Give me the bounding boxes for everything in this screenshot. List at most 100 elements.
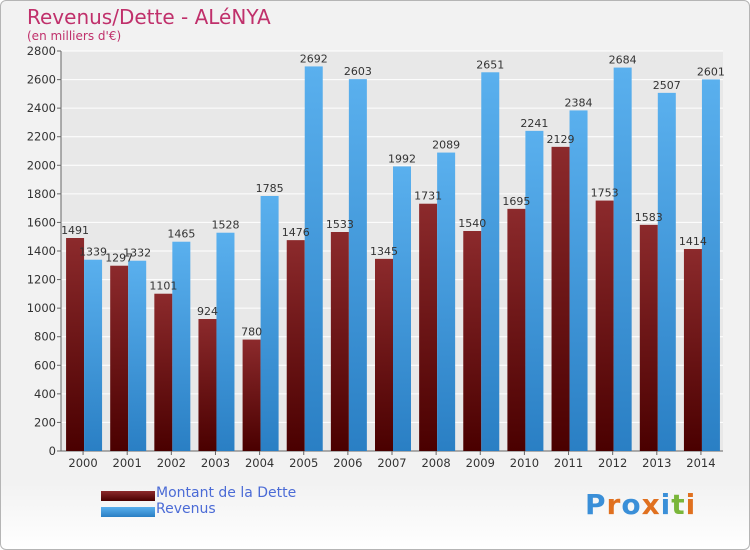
bar-revenus-2005 xyxy=(304,66,323,451)
data-label-debt: 1414 xyxy=(679,235,707,248)
bar-revenus-2008 xyxy=(437,152,456,452)
bar-revenus-2007 xyxy=(393,166,411,451)
bar-debt-2008 xyxy=(419,203,438,451)
x-tick-label: 2008 xyxy=(421,456,450,470)
bar-debt-2005 xyxy=(286,240,305,451)
y-tick-label: 2800 xyxy=(27,44,56,58)
y-tick-label: 2000 xyxy=(27,158,56,172)
data-label-revenus: 1332 xyxy=(123,247,151,260)
y-tick-label: 800 xyxy=(34,330,56,344)
y-tick-label: 0 xyxy=(49,444,56,458)
bar-revenus-2003 xyxy=(216,232,235,451)
legend-label-revenus: Revenus xyxy=(156,501,216,517)
y-tick-label: 600 xyxy=(34,358,56,372)
y-tick-label: 1400 xyxy=(27,244,56,258)
data-label-revenus: 1339 xyxy=(79,246,107,259)
bar-revenus-2006 xyxy=(348,79,367,452)
x-tick-label: 2006 xyxy=(333,456,362,470)
x-tick-label: 2009 xyxy=(466,456,495,470)
data-label-debt: 2129 xyxy=(547,133,575,146)
legend-label-debt: Montant de la Dette xyxy=(156,485,297,501)
bar-debt-2013 xyxy=(639,224,658,451)
data-label-revenus: 2241 xyxy=(520,117,548,130)
y-tick-label: 2600 xyxy=(27,73,56,87)
logo-letter: r xyxy=(606,488,622,521)
logo-letter: i xyxy=(660,488,672,521)
x-tick-label: 2005 xyxy=(289,456,318,470)
data-label-debt: 1491 xyxy=(61,224,89,237)
data-label-revenus: 2651 xyxy=(476,58,504,71)
data-label-revenus: 1992 xyxy=(388,152,416,165)
bar-revenus-2004 xyxy=(260,196,279,451)
data-label-debt: 1297 xyxy=(105,252,133,265)
bar-debt-2000 xyxy=(66,238,85,451)
y-tick-label: 1800 xyxy=(27,187,56,201)
y-tick-label: 1600 xyxy=(27,215,56,229)
x-tick-label: 2012 xyxy=(598,456,627,470)
bar-revenus-2001 xyxy=(128,260,147,451)
logo-letter: t xyxy=(671,488,686,521)
data-label-debt: 1101 xyxy=(149,280,177,293)
data-label-debt: 1695 xyxy=(502,195,530,208)
bar-revenus-2010 xyxy=(525,130,544,451)
y-tick-label: 200 xyxy=(34,415,56,429)
y-tick-label: 1000 xyxy=(27,301,56,315)
x-tick-label: 2003 xyxy=(201,456,230,470)
data-label-revenus: 1785 xyxy=(256,182,284,195)
bar-debt-2009 xyxy=(463,231,482,451)
data-label-debt: 1540 xyxy=(458,217,486,230)
x-tick-label: 2007 xyxy=(377,456,406,470)
data-label-debt: 780 xyxy=(241,326,262,339)
x-tick-label: 2001 xyxy=(113,456,142,470)
bar-debt-2006 xyxy=(330,232,349,451)
data-label-debt: 1583 xyxy=(635,211,663,224)
data-label-debt: 1753 xyxy=(591,187,619,200)
bar-revenus-2009 xyxy=(481,72,500,452)
logo-letter: o xyxy=(621,488,642,521)
data-label-debt: 1345 xyxy=(370,245,398,258)
y-tick-label: 400 xyxy=(34,387,56,401)
bar-debt-2010 xyxy=(507,208,526,451)
bar-debt-2007 xyxy=(375,258,393,451)
y-tick-label: 1200 xyxy=(27,273,56,287)
bar-debt-2002 xyxy=(154,293,173,451)
data-label-revenus: 2507 xyxy=(653,79,681,92)
x-tick-label: 2002 xyxy=(157,456,186,470)
data-label-debt: 1731 xyxy=(414,190,442,203)
bar-revenus-2011 xyxy=(569,110,588,451)
legend-swatch-revenus xyxy=(101,507,155,517)
bar-debt-2004 xyxy=(242,339,261,451)
bar-debt-2003 xyxy=(198,319,217,451)
bar-revenus-2000 xyxy=(84,259,103,451)
data-label-revenus: 2603 xyxy=(344,65,372,78)
y-tick-label: 2200 xyxy=(27,130,56,144)
bar-revenus-2002 xyxy=(172,241,191,451)
logo-letter: P xyxy=(585,488,607,521)
data-label-revenus: 2089 xyxy=(432,139,460,152)
chart-subtitle: (en milliers d'€) xyxy=(27,29,122,43)
bar-debt-2012 xyxy=(595,200,614,451)
proxiti-logo: Proxiti xyxy=(585,488,696,521)
bar-debt-2014 xyxy=(683,249,702,451)
x-tick-label: 2000 xyxy=(68,456,97,470)
data-label-debt: 1476 xyxy=(282,226,310,239)
bar-revenus-2013 xyxy=(657,92,676,451)
x-tick-label: 2010 xyxy=(510,456,539,470)
data-label-debt: 1533 xyxy=(326,218,354,231)
x-tick-label: 2013 xyxy=(642,456,671,470)
logo-letter: i xyxy=(685,488,697,521)
data-label-revenus: 2384 xyxy=(565,96,593,109)
data-label-revenus: 1528 xyxy=(211,219,239,232)
bar-debt-2011 xyxy=(551,146,570,451)
data-label-revenus: 2601 xyxy=(697,65,725,78)
y-tick-label: 2400 xyxy=(27,101,56,115)
x-tick-label: 2011 xyxy=(554,456,583,470)
logo-letter: x xyxy=(641,488,661,521)
data-label-revenus: 2684 xyxy=(609,54,637,67)
bar-revenus-2014 xyxy=(701,79,720,451)
x-tick-label: 2004 xyxy=(245,456,274,470)
chart-title: Revenus/Dette - ALéNYA xyxy=(27,5,271,29)
x-tick-label: 2014 xyxy=(686,456,715,470)
